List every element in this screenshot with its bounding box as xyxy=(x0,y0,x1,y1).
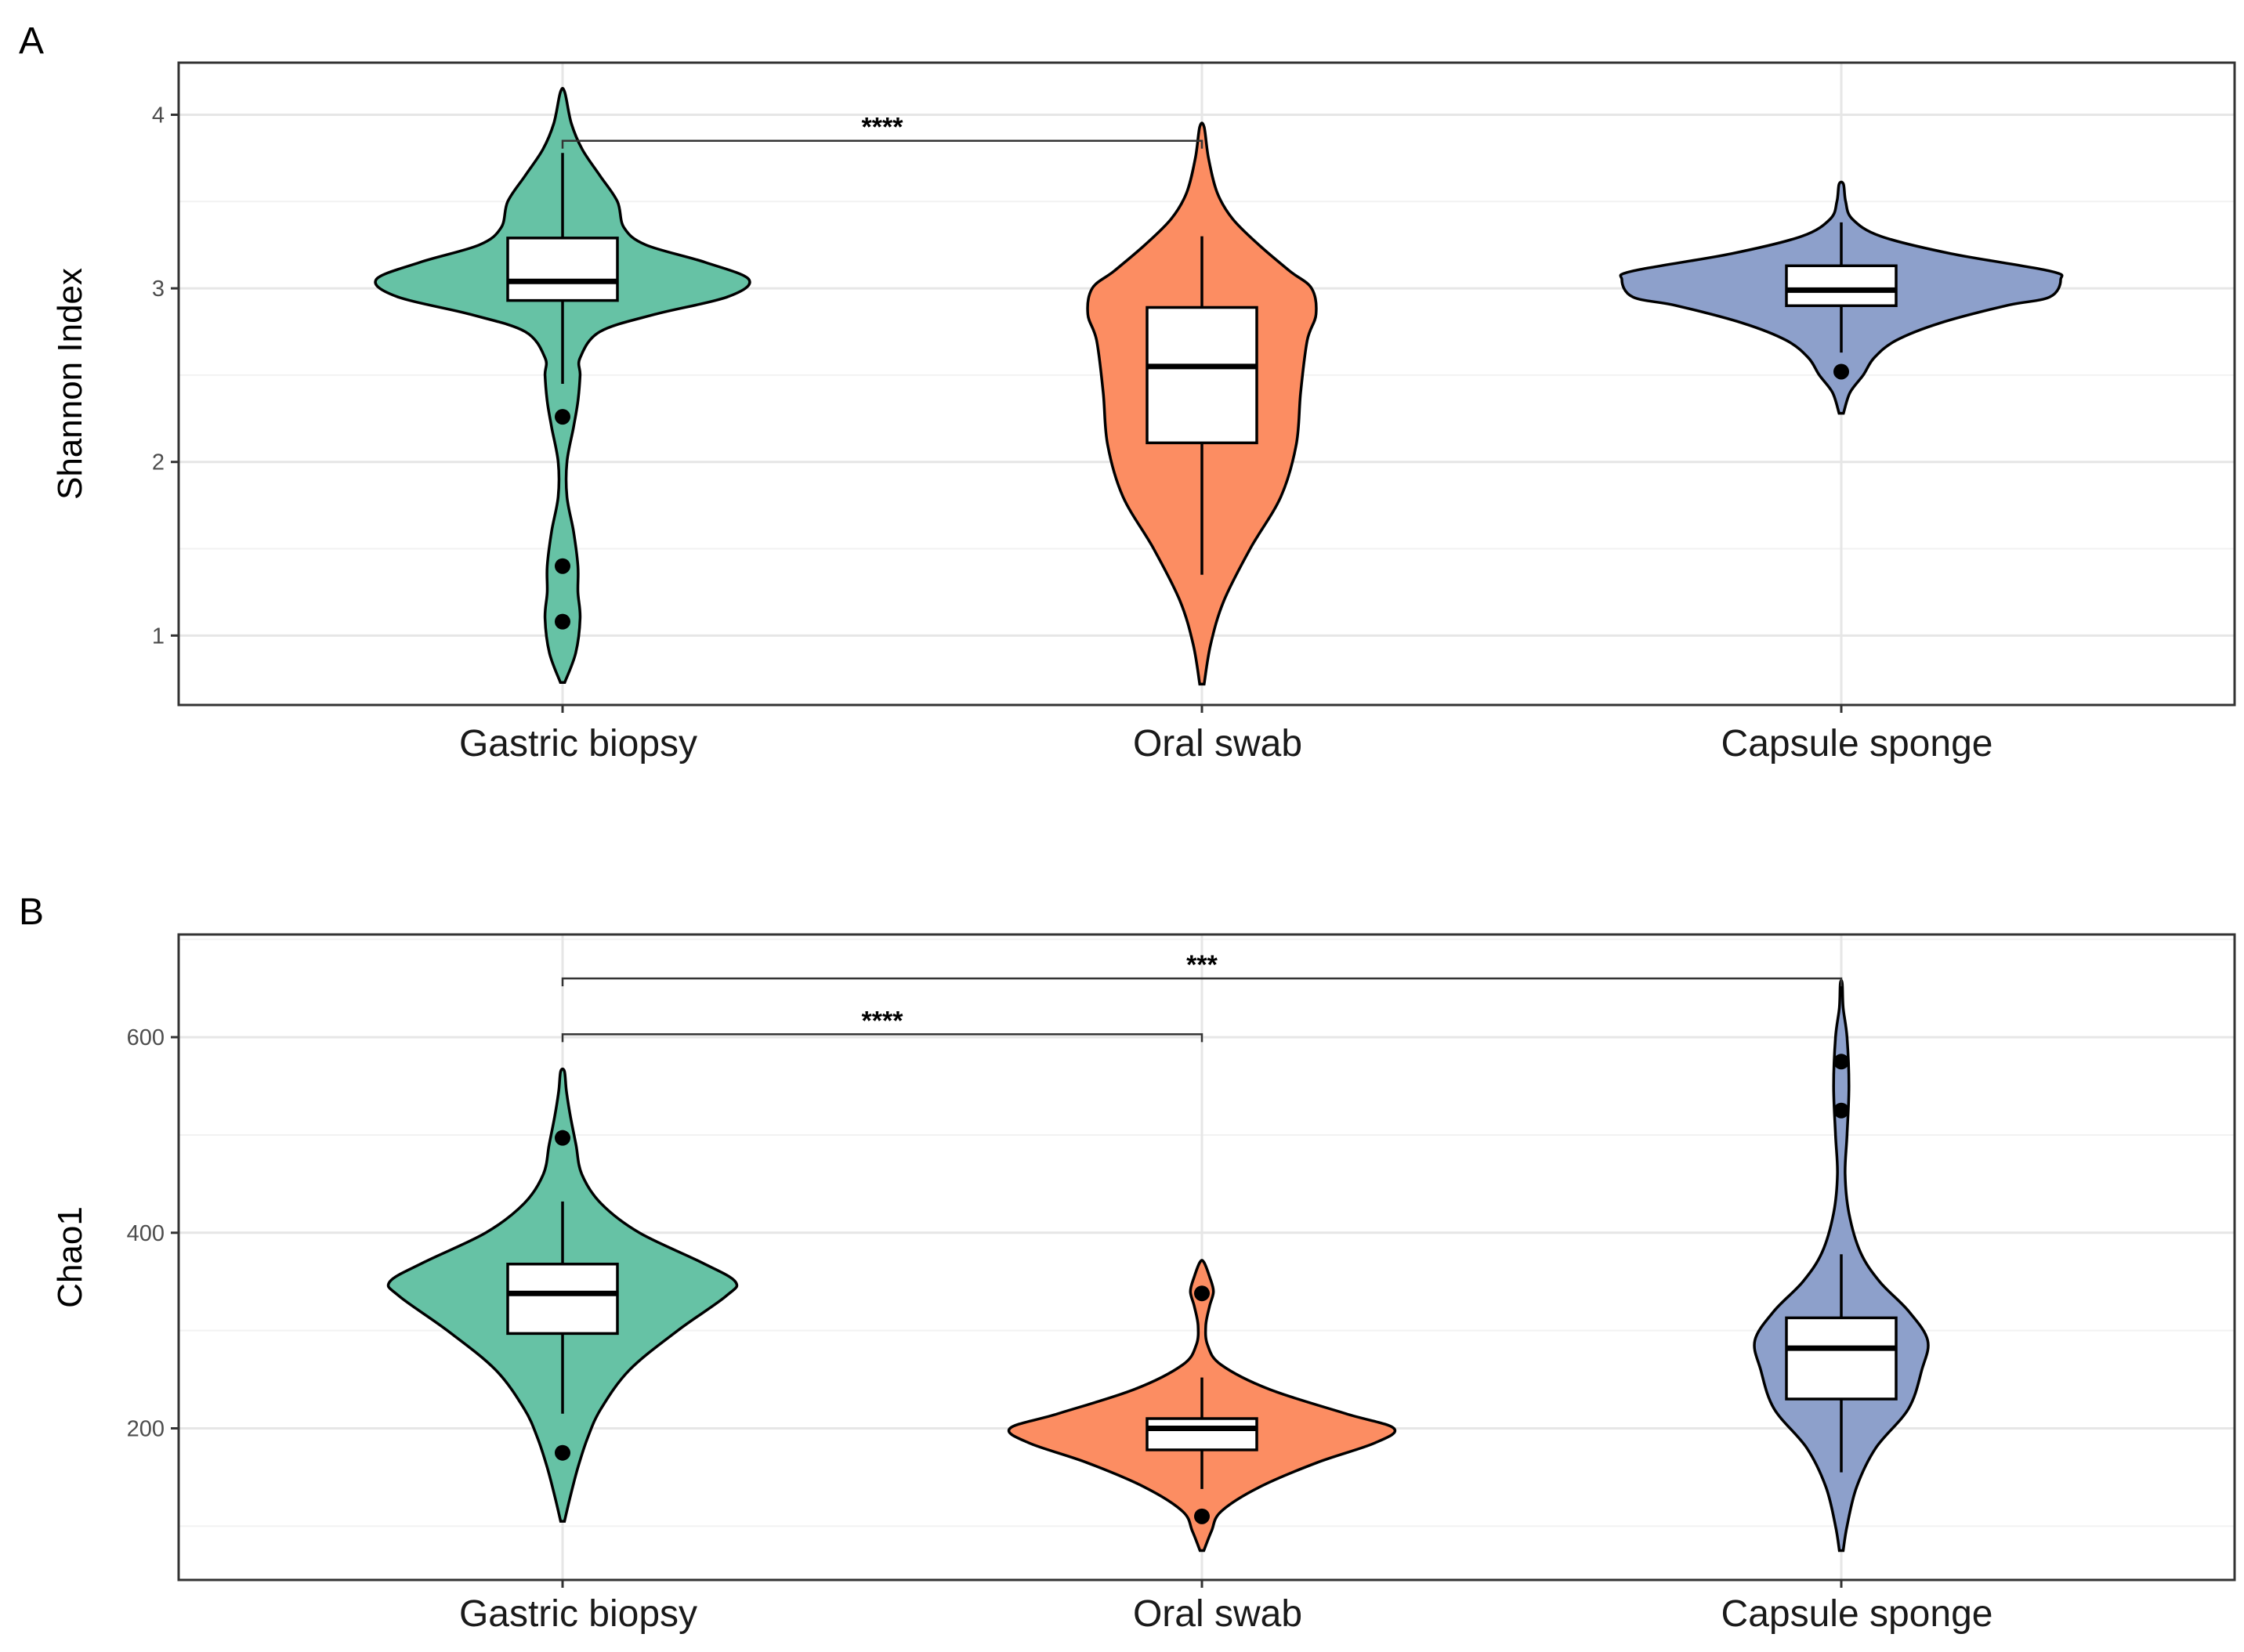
x-tick-label: Capsule sponge xyxy=(1721,723,1993,765)
x-tick-label: Capsule sponge xyxy=(1721,1593,1993,1635)
panel-b-y-ticks: 200 400 600 xyxy=(127,1025,179,1441)
outlier-point xyxy=(1194,1508,1210,1524)
y-tick-label: 600 xyxy=(127,1025,165,1050)
x-tick-label: Gastric biopsy xyxy=(459,723,697,765)
panel-b-letter: B xyxy=(19,891,44,933)
x-tick-label: Gastric biopsy xyxy=(459,1593,697,1635)
panel-a-violins xyxy=(374,86,2064,686)
outlier-point xyxy=(1194,1285,1210,1302)
y-tick-label: 2 xyxy=(152,450,165,475)
panel-b-significance: ******* xyxy=(561,950,1843,1043)
panel-a-plot-frame xyxy=(177,61,2236,707)
x-tick-label: Oral swab xyxy=(1133,723,1302,765)
significance-bracket xyxy=(561,1033,1203,1043)
significance-bracket xyxy=(561,977,1843,987)
box xyxy=(1146,305,1258,445)
box xyxy=(1146,1417,1258,1451)
outlier-point xyxy=(555,613,570,630)
box xyxy=(1785,264,1898,308)
panel-a-x-ticks: Gastric biopsy Oral swab Capsule sponge xyxy=(459,705,1993,765)
x-tick-label: Oral swab xyxy=(1133,1593,1302,1635)
violin-0 xyxy=(374,86,751,684)
box xyxy=(506,1262,619,1336)
outlier-point xyxy=(1833,1102,1849,1119)
outlier-point xyxy=(555,1444,570,1461)
outlier-point xyxy=(555,558,570,574)
outlier-point xyxy=(1833,1054,1849,1070)
box xyxy=(506,237,619,302)
panel-a-y-axis-label: Shannon Index xyxy=(51,268,89,500)
panel-a-letter: A xyxy=(19,20,44,62)
panel-a: A **** 1 2 3 4 Gastric biopsy Oral swab Capsu… xyxy=(19,20,2236,765)
panel-b-violins xyxy=(386,978,1930,1553)
panel-b-x-ticks: Gastric biopsy Oral swab Capsule sponge xyxy=(459,1580,1993,1635)
y-tick-label: 200 xyxy=(127,1416,165,1441)
panel-a-significance: **** xyxy=(561,113,1203,149)
outlier-point xyxy=(555,1130,570,1146)
panel-b-plot-frame xyxy=(177,933,2236,1582)
significance-label: **** xyxy=(862,1006,904,1036)
significance-label: *** xyxy=(1186,950,1218,980)
significance-bracket xyxy=(561,139,1203,149)
panel-a-y-ticks: 1 2 3 4 xyxy=(152,103,179,649)
y-tick-label: 1 xyxy=(152,624,165,649)
y-tick-label: 3 xyxy=(152,277,165,302)
outlier-point xyxy=(1833,363,1849,380)
panel-b-y-axis-label: Chao1 xyxy=(51,1206,89,1308)
y-tick-label: 4 xyxy=(152,103,165,128)
outlier-point xyxy=(555,409,570,425)
significance-label: **** xyxy=(862,113,904,143)
box xyxy=(1785,1316,1898,1401)
y-tick-label: 400 xyxy=(127,1221,165,1246)
